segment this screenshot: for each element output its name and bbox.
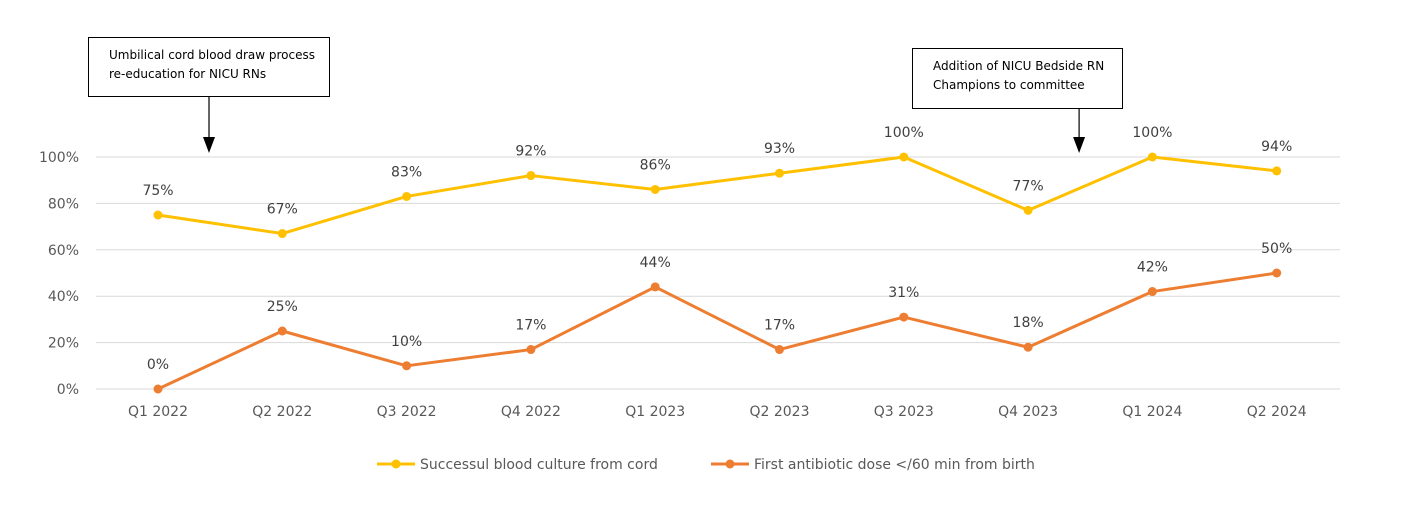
y-tick-label: 80% <box>48 196 79 212</box>
data-point <box>1272 166 1282 176</box>
data-label: 17% <box>515 318 546 334</box>
data-label: 44% <box>640 255 671 271</box>
x-tick-label: Q3 2022 <box>377 404 437 420</box>
data-label: 100% <box>884 125 924 141</box>
y-tick-label: 60% <box>48 243 79 259</box>
annotation-line: re-education for NICU RNs <box>109 67 267 81</box>
series-line-1 <box>157 155 1277 236</box>
data-label: 25% <box>267 299 298 315</box>
data-label: 92% <box>515 144 546 160</box>
data-point <box>402 191 412 201</box>
x-tick-label: Q2 2024 <box>1247 404 1307 420</box>
legend-marker <box>725 459 735 469</box>
data-label: 83% <box>391 164 422 180</box>
data-label: 31% <box>888 285 919 301</box>
data-label: 10% <box>391 334 422 350</box>
data-label: 50% <box>1261 241 1292 257</box>
annotation-line: Umbilical cord blood draw process <box>109 48 315 62</box>
data-point <box>526 345 536 355</box>
data-label: 77% <box>1013 178 1044 194</box>
y-tick-label: 0% <box>57 382 79 398</box>
data-point <box>1272 268 1282 278</box>
data-point <box>775 168 784 178</box>
data-point <box>650 184 660 194</box>
annotation-line: Champions to committee <box>933 78 1085 92</box>
x-tick-label: Q2 2023 <box>749 404 809 420</box>
x-tick-label: Q4 2023 <box>998 404 1058 420</box>
data-point <box>1147 152 1157 162</box>
x-tick-label: Q4 2022 <box>501 404 561 420</box>
x-tick-label: Q1 2023 <box>625 404 685 420</box>
data-label: 67% <box>267 202 298 218</box>
data-point <box>402 361 412 371</box>
y-tick-label: 40% <box>48 289 79 305</box>
data-point <box>1023 205 1033 215</box>
y-tick-label: 100% <box>39 150 79 166</box>
annotation-arrow-head <box>1073 137 1086 153</box>
data-point <box>1147 287 1157 297</box>
data-point <box>899 152 909 162</box>
annotation-box-rn-champions: Addition of NICU Bedside RN Champions to… <box>912 48 1123 109</box>
data-point <box>899 312 909 322</box>
annotation-arrow-head <box>203 137 215 153</box>
legend-label: First antibiotic dose </60 min from birt… <box>754 457 1035 473</box>
series-line-2 <box>157 271 1277 391</box>
data-label: 18% <box>1013 315 1044 331</box>
data-label: 42% <box>1137 260 1168 276</box>
x-tick-label: Q2 2022 <box>252 404 312 420</box>
data-point <box>650 282 660 292</box>
legend-label: Successul blood culture from cord <box>420 457 658 473</box>
x-tick-label: Q1 2022 <box>128 404 188 420</box>
data-label: 17% <box>764 318 795 334</box>
data-point <box>526 171 536 181</box>
data-label: 86% <box>640 157 671 173</box>
annotation-line: Addition of NICU Bedside RN <box>933 59 1105 73</box>
data-label: 75% <box>142 183 173 199</box>
x-tick-label: Q3 2023 <box>874 404 934 420</box>
data-label: 100% <box>1132 125 1172 141</box>
data-label: 93% <box>764 141 795 157</box>
legend-marker <box>391 459 401 469</box>
data-point <box>277 229 287 239</box>
data-label: 94% <box>1261 139 1292 155</box>
x-tick-label: Q1 2024 <box>1122 404 1182 420</box>
y-tick-label: 20% <box>48 336 79 352</box>
data-point <box>153 210 163 220</box>
data-point <box>1023 342 1033 352</box>
data-label: 0% <box>147 357 169 373</box>
annotation-box-cord-blood-reeducation: Umbilical cord blood draw process re-edu… <box>88 37 330 97</box>
data-point <box>277 326 287 336</box>
data-point <box>153 384 163 394</box>
data-point <box>775 345 784 355</box>
